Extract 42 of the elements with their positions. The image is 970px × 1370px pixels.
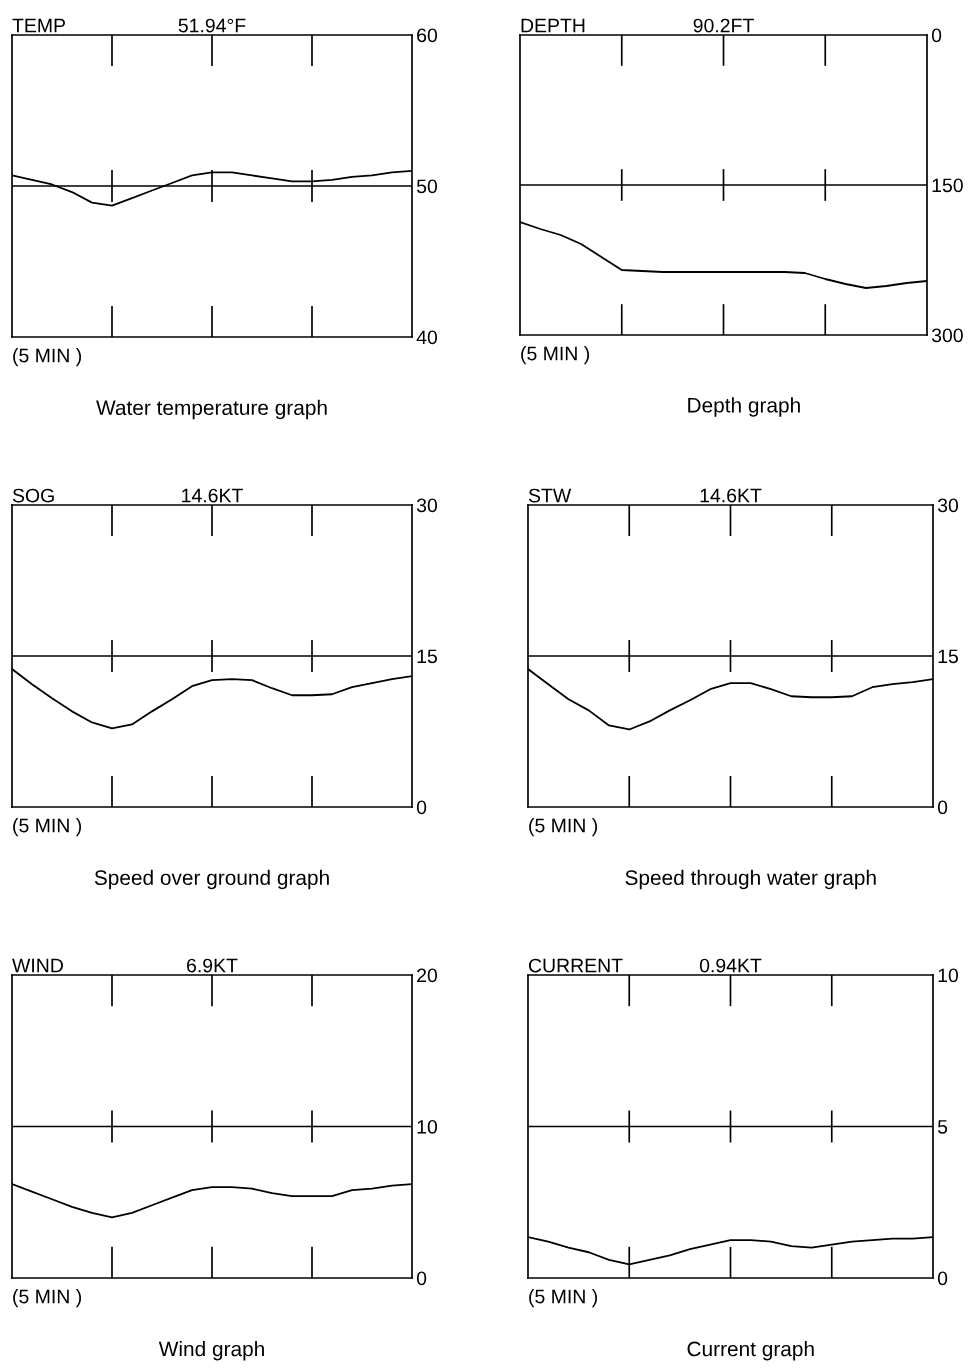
chart-title: DEPTH bbox=[521, 18, 585, 33]
chart-title: STW bbox=[528, 488, 572, 503]
y-tick-label: 300 bbox=[931, 328, 963, 343]
chart-title: TEMP bbox=[12, 18, 65, 33]
x-axis-title: (5 MIN ) bbox=[529, 818, 597, 837]
chart-subtitle: 14.6KT bbox=[182, 488, 243, 503]
y-tick-label: 15 bbox=[417, 649, 437, 664]
y-tick-label: 20 bbox=[417, 968, 438, 983]
y-tick-label: 60 bbox=[417, 28, 438, 43]
y-tick-label: 5 bbox=[937, 1120, 948, 1134]
y-tick-label: 40 bbox=[416, 330, 438, 345]
chart-title: CURRENT bbox=[528, 958, 623, 973]
y-tick-label: 0 bbox=[416, 800, 427, 815]
x-axis-title: (5 MIN ) bbox=[529, 1289, 597, 1308]
y-tick-label: 50 bbox=[416, 179, 438, 194]
y-tick-label: 0 bbox=[931, 28, 942, 43]
chart-title: SOG bbox=[12, 488, 54, 503]
text: Water temperature graph bbox=[96, 399, 327, 420]
x-axis-title: (5 MIN ) bbox=[13, 348, 81, 367]
y-tick-label: 0 bbox=[416, 1271, 427, 1286]
y-tick-label: 10 bbox=[938, 968, 959, 983]
x-axis-title: (5 MIN ) bbox=[13, 1289, 81, 1308]
text: Speed over ground graph bbox=[94, 869, 329, 890]
chart-subtitle: 14.6KT bbox=[700, 488, 762, 503]
y-tick-label: 0 bbox=[937, 1271, 948, 1286]
y-tick-label: 30 bbox=[937, 498, 959, 513]
y-tick-label: 30 bbox=[416, 498, 438, 513]
chart-subtitle: 51.94°F bbox=[178, 18, 246, 33]
chart-subtitle: 90.2FT bbox=[693, 18, 754, 33]
y-tick-label: 10 bbox=[417, 1119, 438, 1134]
chart-title: WIND bbox=[12, 958, 63, 973]
text: Depth graph bbox=[688, 397, 800, 417]
text: Speed through water graph bbox=[625, 869, 876, 890]
y-tick-label: 0 bbox=[937, 800, 948, 815]
chart-subtitle: 0.94KT bbox=[699, 958, 762, 973]
x-axis-title: (5 MIN ) bbox=[13, 818, 81, 837]
x-axis-title: (5 MIN ) bbox=[521, 346, 589, 365]
text: Current graph bbox=[687, 1341, 814, 1361]
y-tick-label: 150 bbox=[932, 178, 963, 193]
chart-subtitle: 6.9KT bbox=[187, 958, 238, 973]
y-tick-label: 15 bbox=[938, 649, 958, 664]
text: Wind graph bbox=[158, 1341, 264, 1361]
